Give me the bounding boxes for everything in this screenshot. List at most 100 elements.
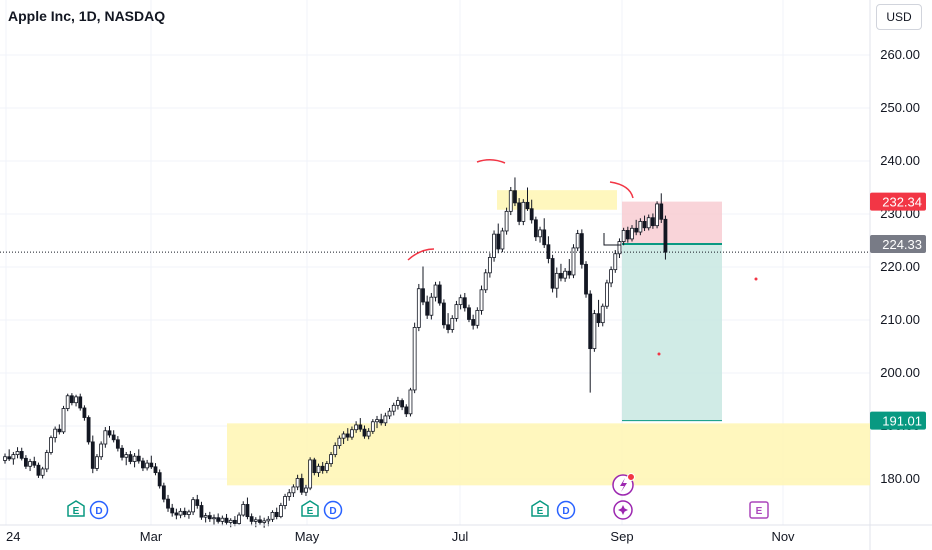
candle bbox=[642, 215, 647, 231]
candle-body bbox=[153, 466, 158, 474]
event-marker-split[interactable] bbox=[612, 473, 635, 520]
drawings[interactable] bbox=[0, 159, 870, 356]
event-marker-e[interactable]: E bbox=[749, 501, 769, 519]
price-tick-label: 220.00 bbox=[880, 259, 920, 274]
candle-body bbox=[479, 289, 484, 311]
candle-body bbox=[492, 233, 496, 258]
candle bbox=[391, 402, 396, 416]
candle bbox=[95, 454, 99, 472]
candle-body bbox=[454, 304, 459, 319]
candle bbox=[86, 415, 91, 445]
candle-body bbox=[53, 428, 58, 439]
candle-body bbox=[529, 208, 534, 221]
candle-body bbox=[504, 210, 509, 232]
candle bbox=[262, 517, 267, 528]
candle bbox=[375, 415, 379, 429]
currency-button[interactable]: USD bbox=[876, 4, 922, 30]
candle-body bbox=[634, 227, 639, 233]
candle bbox=[329, 451, 333, 467]
earnings-label: E bbox=[307, 506, 314, 517]
event-marker-d[interactable]: D bbox=[556, 500, 576, 520]
candle-body bbox=[207, 515, 212, 520]
candle-body bbox=[350, 429, 354, 438]
lightning-icon bbox=[620, 478, 627, 492]
candle bbox=[416, 283, 421, 332]
candle-body bbox=[396, 400, 400, 406]
candle-body bbox=[278, 505, 283, 518]
candle bbox=[467, 304, 471, 323]
take-profit-zone[interactable] bbox=[622, 244, 722, 421]
candle bbox=[450, 315, 455, 333]
candle bbox=[191, 497, 196, 516]
candle-body bbox=[337, 437, 342, 447]
earnings-icon bbox=[301, 500, 319, 517]
candle bbox=[609, 266, 613, 288]
path-drawing[interactable] bbox=[603, 233, 621, 246]
candle-body bbox=[166, 498, 170, 509]
candle-body bbox=[61, 408, 66, 433]
candle-body bbox=[383, 415, 388, 424]
red-arc-drawing[interactable] bbox=[609, 181, 634, 199]
candle bbox=[212, 514, 216, 525]
candle bbox=[550, 254, 555, 293]
candle-body bbox=[354, 424, 359, 431]
short-position-tool[interactable] bbox=[622, 201, 722, 422]
stop-loss-zone[interactable] bbox=[622, 201, 722, 245]
candle bbox=[396, 396, 400, 410]
candle-body bbox=[107, 430, 112, 436]
candle bbox=[308, 457, 313, 491]
red-arc-drawing[interactable] bbox=[407, 248, 435, 261]
event-marker-e[interactable]: E bbox=[531, 500, 549, 517]
red-dot-drawing[interactable] bbox=[657, 352, 661, 356]
candle bbox=[19, 447, 24, 461]
candle bbox=[362, 425, 367, 439]
candle-body bbox=[308, 459, 313, 489]
candle-body bbox=[642, 221, 647, 229]
candle-body bbox=[69, 395, 74, 404]
candle-body bbox=[605, 282, 609, 307]
chart-title: Apple Inc, 1D, NASDAQ bbox=[8, 8, 166, 24]
candle bbox=[49, 435, 53, 455]
event-marker-d[interactable]: D bbox=[323, 500, 343, 520]
candle bbox=[199, 501, 204, 520]
candle-body bbox=[237, 514, 241, 524]
event-marker-e[interactable]: E bbox=[67, 500, 85, 517]
candle bbox=[161, 482, 166, 503]
candle bbox=[178, 508, 183, 519]
candle bbox=[141, 457, 145, 472]
candle bbox=[115, 436, 120, 452]
candle-body bbox=[15, 451, 20, 456]
time-tick-label: May bbox=[295, 529, 320, 544]
red-dot-drawing[interactable] bbox=[754, 277, 758, 281]
candle bbox=[7, 449, 12, 461]
candle bbox=[605, 279, 609, 309]
red-arc-drawing[interactable] bbox=[476, 159, 506, 164]
candle-body bbox=[579, 233, 584, 265]
candle-body bbox=[600, 305, 605, 324]
candle-body bbox=[232, 519, 237, 524]
candle bbox=[153, 463, 158, 476]
candle-body bbox=[533, 219, 538, 238]
candle bbox=[287, 489, 292, 501]
candle bbox=[57, 424, 62, 435]
candle bbox=[613, 250, 618, 273]
candle bbox=[625, 226, 630, 243]
candle-body bbox=[241, 504, 246, 516]
candle-body bbox=[216, 517, 221, 522]
candle-body bbox=[65, 395, 70, 409]
candle-body bbox=[90, 441, 95, 469]
candle bbox=[529, 199, 534, 224]
event-marker-e[interactable]: E bbox=[301, 500, 319, 517]
candle-body bbox=[366, 430, 371, 437]
candle bbox=[638, 218, 643, 236]
candle bbox=[333, 442, 338, 458]
candle bbox=[663, 215, 668, 260]
candle-body bbox=[203, 515, 208, 518]
event-marker-d[interactable]: D bbox=[89, 500, 109, 520]
candle bbox=[128, 450, 133, 465]
candle bbox=[182, 507, 187, 518]
candle bbox=[358, 418, 363, 432]
candle bbox=[492, 230, 496, 262]
